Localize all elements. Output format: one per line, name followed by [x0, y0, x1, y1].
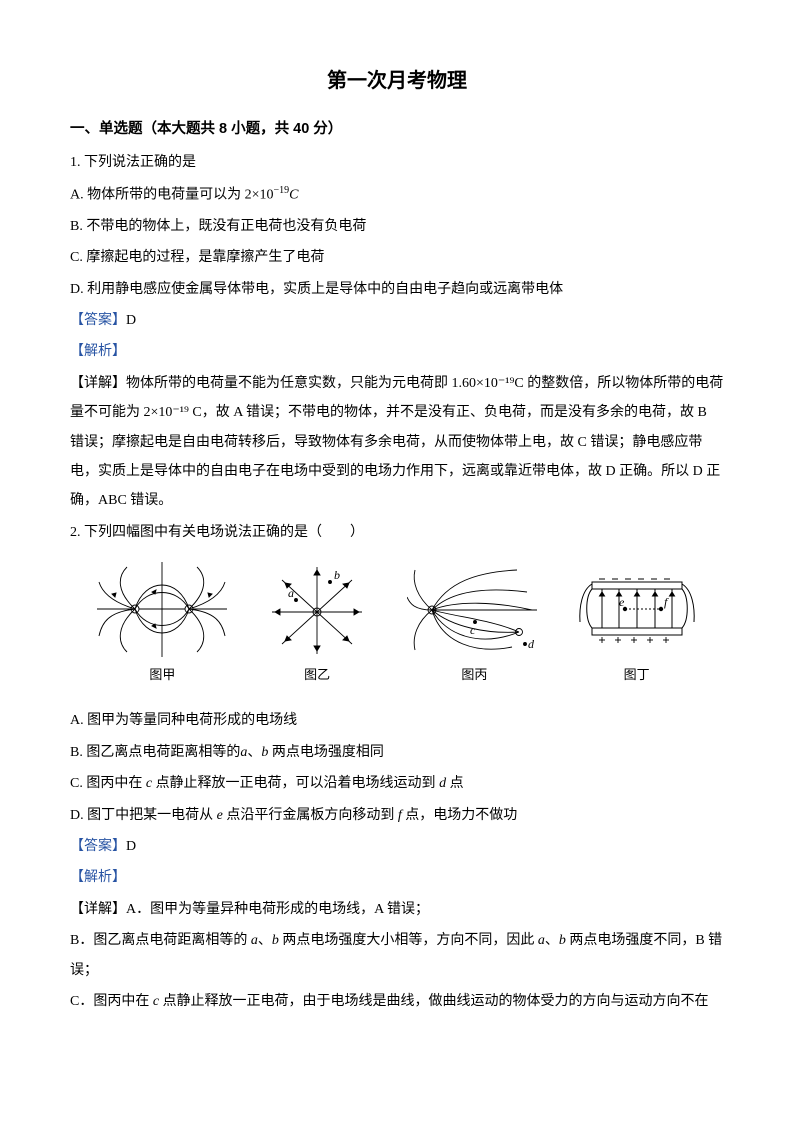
detb-a1: a: [251, 933, 258, 948]
detb-a2: a: [538, 933, 545, 948]
detb-m2: 两点电场强度大小相等，方向不同，因此: [279, 933, 538, 948]
caption-bing: 图丙: [461, 661, 487, 688]
q2-stem: 2. 下列四幅图中有关电场说法正确的是（ ）: [70, 518, 724, 547]
q2c-d: d: [439, 776, 446, 791]
answer-label: 【答案】: [70, 839, 126, 854]
detc-post: 点静止释放一正电荷，由于电场线是曲线，做曲线运动的物体受力的方向与运动方向不在: [159, 994, 709, 1009]
q1-detail: 【详解】物体所带的电荷量不能为任意实数，只能为元电荷即 1.60×10⁻¹⁹C …: [70, 369, 724, 516]
svg-text:e: e: [619, 595, 625, 609]
q1-opt-d: D. 利用静电感应使金属导体带电，实质上是导体中的自由电子趋向或远离带电体: [70, 275, 724, 304]
q2-det-a: 【详解】A．图甲为等量异种电荷形成的电场线，A 错误；: [70, 895, 724, 924]
svg-text:b: b: [334, 568, 340, 582]
detb-m3: 、: [545, 933, 559, 948]
q1-stem: 1. 下列说法正确的是: [70, 148, 724, 177]
q2-det-c: C．图丙中在 c 点静止释放一正电荷，由于电场线是曲线，做曲线运动的物体受力的方…: [70, 987, 724, 1016]
q1-a-sup: −19: [274, 185, 290, 196]
q2-opt-d: D. 图丁中把某一电荷从 e 点沿平行金属板方向移动到 f 点，电场力不做功: [70, 801, 724, 830]
q2b-mid: 、: [247, 745, 261, 760]
radial-field-icon: a b: [262, 562, 372, 657]
q2-answer-val: D: [126, 839, 136, 854]
answer-label: 【答案】: [70, 313, 126, 328]
caption-yi: 图乙: [304, 661, 330, 688]
diagram-jia: 图甲: [97, 562, 227, 688]
q1-answer: 【答案】D: [70, 306, 724, 335]
detb-pre: B．图乙离点电荷距离相等的: [70, 933, 251, 948]
q2-opt-b: B. 图乙离点电荷距离相等的a、b 两点电场强度相同: [70, 738, 724, 767]
detc-pre: C．图丙中在: [70, 994, 153, 1009]
diagram-bing: c d 图丙: [407, 562, 542, 688]
section-heading: 一、单选题（本大题共 8 小题，共 40 分）: [70, 114, 724, 144]
q2d-pre: D. 图丁中把某一电荷从: [70, 808, 217, 823]
q2d-post: 点，电场力不做功: [402, 808, 518, 823]
q2d-mid: 点沿平行金属板方向移动到: [223, 808, 398, 823]
caption-jia: 图甲: [149, 661, 175, 688]
svg-text:a: a: [288, 586, 294, 600]
diagram-row: 图甲: [70, 562, 724, 688]
q1-opt-c: C. 摩擦起电的过程，是靠摩擦产生了电荷: [70, 243, 724, 272]
q2b-post: 两点电场强度相同: [268, 745, 384, 760]
detb-m1: 、: [258, 933, 272, 948]
q1-answer-val: D: [126, 313, 136, 328]
page-title: 第一次月考物理: [70, 60, 724, 102]
q1-a-pre: A. 物体所带的电荷量可以为 2×10: [70, 187, 274, 202]
svg-text:d: d: [528, 637, 535, 651]
diagram-yi: a b 图乙: [262, 562, 372, 688]
q1-analysis-label: 【解析】: [70, 337, 724, 366]
diagram-ding: e f 图丁: [577, 562, 697, 688]
q2-answer: 【答案】D: [70, 832, 724, 861]
q1-opt-a: A. 物体所带的电荷量可以为 2×10−19C: [70, 180, 724, 210]
q1-opt-b: B. 不带电的物体上，既没有正电荷也没有负电荷: [70, 212, 724, 241]
q1-a-post: C: [289, 187, 298, 202]
q2-analysis-label: 【解析】: [70, 863, 724, 892]
detb-b1: b: [272, 933, 279, 948]
detb-b2: b: [559, 933, 566, 948]
q2c-pre: C. 图丙中在: [70, 776, 146, 791]
unequal-dipole-icon: c d: [407, 562, 542, 657]
capacitor-icon: e f: [577, 562, 697, 657]
q2b-pre: B. 图乙离点电荷距离相等的: [70, 745, 240, 760]
dipole-field-icon: [97, 562, 227, 657]
q2-opt-c: C. 图丙中在 c 点静止释放一正电荷，可以沿着电场线运动到 d 点: [70, 769, 724, 798]
svg-text:f: f: [664, 595, 669, 609]
q2-opt-a: A. 图甲为等量同种电荷形成的电场线: [70, 706, 724, 735]
q2c-post: 点: [446, 776, 464, 791]
caption-ding: 图丁: [624, 661, 650, 688]
svg-text:c: c: [470, 623, 476, 637]
q2-det-b: B．图乙离点电荷距离相等的 a、b 两点电场强度大小相等，方向不同，因此 a、b…: [70, 926, 724, 985]
q2c-mid: 点静止释放一正电荷，可以沿着电场线运动到: [152, 776, 439, 791]
